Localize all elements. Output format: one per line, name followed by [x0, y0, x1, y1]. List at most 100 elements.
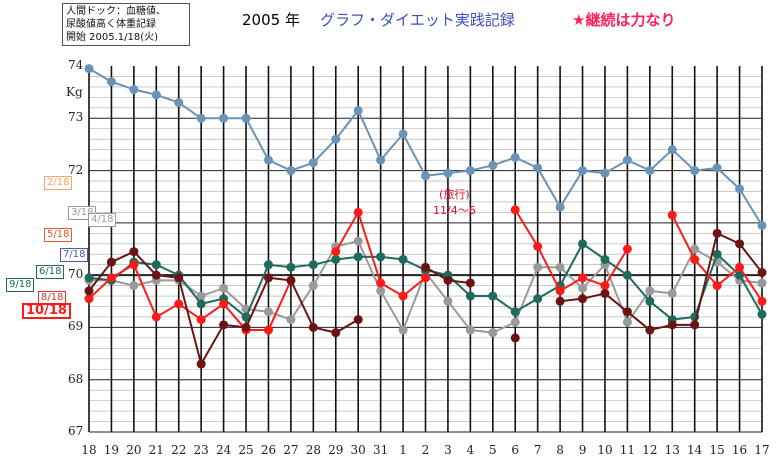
data-point	[511, 205, 520, 214]
data-point	[174, 273, 183, 282]
data-point	[152, 90, 161, 99]
data-point	[623, 156, 632, 165]
data-point	[668, 320, 677, 329]
y-tick-label: 73	[68, 110, 83, 124]
data-point	[668, 145, 677, 154]
x-tick-label: 19	[99, 443, 123, 457]
data-point	[556, 297, 565, 306]
x-tick-label: 16	[728, 443, 752, 457]
data-point	[511, 307, 520, 316]
data-point	[735, 239, 744, 248]
data-point	[511, 153, 520, 162]
data-point	[466, 166, 475, 175]
chart-slogan: ★継続は力なり	[572, 9, 675, 30]
data-point	[511, 333, 520, 342]
data-point	[623, 318, 632, 327]
data-point	[399, 326, 408, 335]
data-point	[690, 320, 699, 329]
data-point	[354, 208, 363, 217]
data-point	[286, 276, 295, 285]
data-point	[645, 297, 654, 306]
data-point	[466, 292, 475, 301]
data-point	[758, 268, 767, 277]
data-point	[219, 320, 228, 329]
x-tick-label: 30	[346, 443, 370, 457]
data-point	[376, 278, 385, 287]
data-point	[174, 299, 183, 308]
data-point	[443, 297, 452, 306]
x-tick-label: 8	[548, 443, 572, 457]
legend-tag: 7/18	[60, 248, 88, 262]
start-note-line-1: 人間ドック：血糖値、	[66, 5, 186, 18]
data-point	[713, 281, 722, 290]
data-point	[264, 156, 273, 165]
data-point	[421, 171, 430, 180]
data-point	[85, 286, 94, 295]
data-point	[488, 161, 497, 170]
y-axis-label: Kg	[66, 85, 83, 99]
data-point	[286, 166, 295, 175]
data-point	[85, 294, 94, 303]
data-point	[286, 263, 295, 272]
x-tick-label: 28	[301, 443, 325, 457]
data-point	[264, 273, 273, 282]
data-point	[107, 273, 116, 282]
data-point	[713, 250, 722, 259]
data-point	[174, 98, 183, 107]
data-point	[600, 281, 609, 290]
data-point	[758, 297, 767, 306]
data-point	[197, 114, 206, 123]
legend-tag: 4/18	[88, 213, 116, 227]
data-point	[578, 166, 587, 175]
data-point	[511, 318, 520, 327]
legend-tag: 6/18	[36, 265, 64, 279]
data-point	[219, 299, 228, 308]
legend-tag: 9/18	[6, 278, 34, 292]
start-note: 人間ドック：血糖値、 尿酸値高く体重記録 開始 2005.1/18(火)	[62, 3, 190, 46]
data-point	[309, 158, 318, 167]
data-point	[129, 247, 138, 256]
data-point	[331, 135, 340, 144]
x-tick-label: 18	[77, 443, 101, 457]
data-point	[399, 129, 408, 138]
data-point	[219, 114, 228, 123]
data-point	[399, 255, 408, 264]
legend-tag: 2/18	[44, 176, 72, 190]
y-tick-label: 69	[68, 319, 83, 333]
data-point	[758, 310, 767, 319]
data-point	[264, 260, 273, 269]
data-point	[600, 255, 609, 264]
x-tick-label: 23	[189, 443, 213, 457]
trip-annotation: (旅行) 11/4〜6	[433, 187, 476, 219]
data-point	[85, 64, 94, 73]
data-point	[354, 237, 363, 246]
x-tick-label: 7	[526, 443, 550, 457]
data-point	[85, 273, 94, 282]
series-line	[560, 233, 762, 330]
data-point	[578, 239, 587, 248]
x-tick-label: 25	[234, 443, 258, 457]
x-tick-label: 14	[683, 443, 707, 457]
trip-annotation-line-2: 11/4〜6	[433, 203, 476, 219]
legend-tag: 10/18	[22, 303, 71, 319]
x-tick-label: 24	[212, 443, 236, 457]
data-point	[735, 184, 744, 193]
data-point	[219, 284, 228, 293]
data-point	[645, 286, 654, 295]
data-point	[578, 273, 587, 282]
data-point	[152, 260, 161, 269]
data-point	[354, 315, 363, 324]
chart-grid	[89, 66, 762, 432]
data-point	[488, 292, 497, 301]
data-point	[735, 263, 744, 272]
data-point	[197, 299, 206, 308]
data-point	[578, 284, 587, 293]
data-point	[556, 203, 565, 212]
y-tick-label: 68	[68, 372, 83, 386]
chart-year: 2005 年	[242, 9, 300, 30]
data-point	[623, 307, 632, 316]
x-tick-label: 4	[458, 443, 482, 457]
data-point	[286, 315, 295, 324]
data-point	[354, 252, 363, 261]
data-point	[309, 260, 318, 269]
